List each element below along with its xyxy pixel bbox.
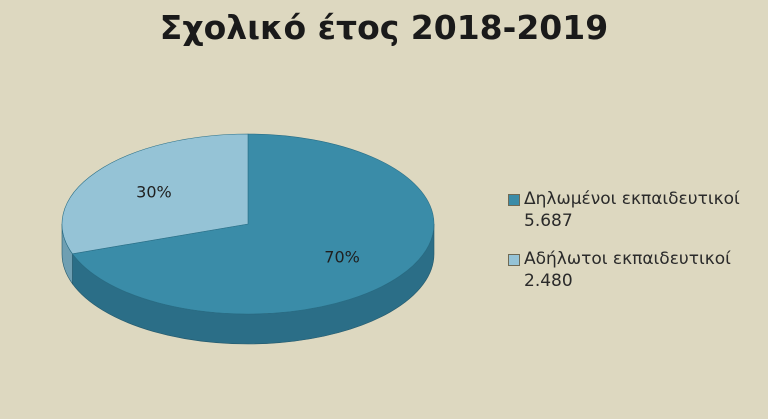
legend-value-undeclared: 2.480 (524, 271, 573, 291)
legend-label-undeclared: Αδήλωτοι εκπαιδευτικοί (524, 249, 731, 269)
legend-label-declared: Δηλωμένοι εκπαιδευτικοί (524, 189, 740, 209)
pie-label-1: 30% (136, 183, 172, 202)
legend-swatch-declared (508, 194, 520, 206)
legend-swatch-undeclared (508, 254, 520, 266)
legend: Δηλωμένοι εκπαιδευτικοί 5.687 Αδήλωτοι ε… (508, 188, 740, 308)
legend-item-undeclared: Αδήλωτοι εκπαιδευτικοί 2.480 (508, 248, 740, 292)
pie-slice-1 (61, 133, 249, 255)
legend-item-declared: Δηλωμένοι εκπαιδευτικοί 5.687 (508, 188, 740, 232)
legend-value-declared: 5.687 (524, 211, 573, 231)
pie-label-0: 70% (324, 247, 360, 266)
pie-slice-0 (71, 133, 435, 315)
chart-title: Σχολικό έτος 2018-2019 (159, 8, 609, 47)
